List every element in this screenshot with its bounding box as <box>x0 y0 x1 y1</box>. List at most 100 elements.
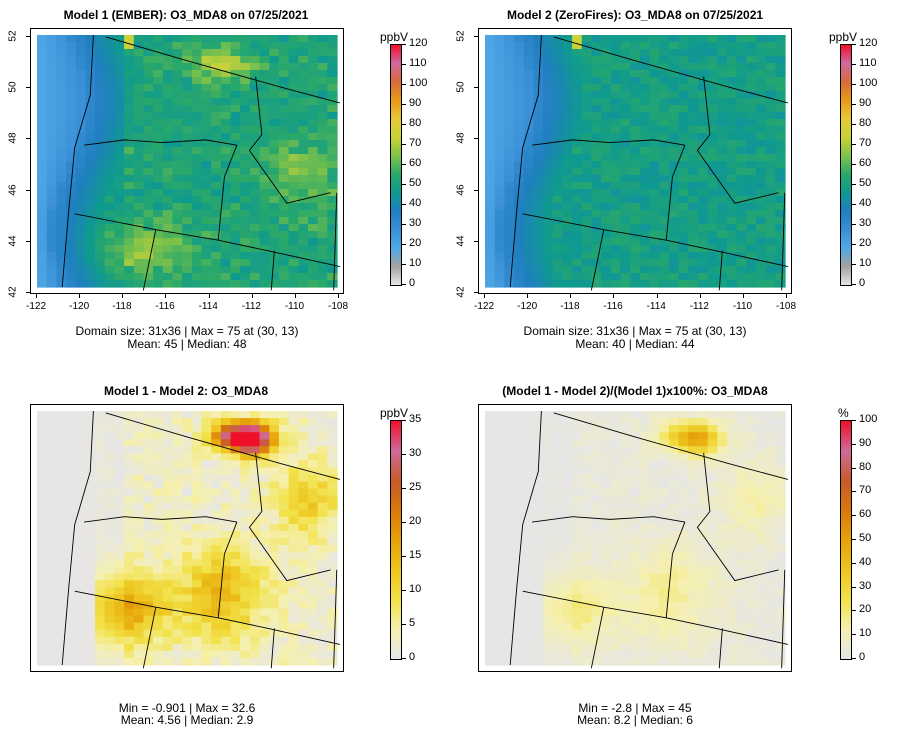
heatmap-cell <box>746 629 757 638</box>
heatmap-cell <box>678 168 689 176</box>
heatmap-cell <box>659 147 670 155</box>
heatmap-cell <box>327 252 338 260</box>
heatmap-cell <box>114 559 125 567</box>
heatmap-cell <box>543 224 554 232</box>
heatmap-cell <box>56 488 67 497</box>
heatmap-cell <box>85 161 96 169</box>
heatmap-cell <box>610 126 622 134</box>
heatmap-cell <box>620 189 631 197</box>
heatmap-cell <box>240 280 251 288</box>
heatmap-cell <box>317 175 328 183</box>
heatmap-cell <box>688 203 699 211</box>
heatmap-cell <box>259 259 270 267</box>
heatmap-cell <box>601 538 612 546</box>
heatmap-cell <box>278 643 290 652</box>
heatmap-cell <box>172 523 183 532</box>
heatmap-cell <box>543 425 554 433</box>
x-tick-label: -118 <box>112 301 132 312</box>
heatmap-cell <box>307 98 319 106</box>
heatmap-cell <box>114 566 125 574</box>
heatmap-cell <box>494 77 505 85</box>
heatmap-cell <box>269 168 280 176</box>
heatmap-cell <box>201 238 212 246</box>
heatmap-cell <box>269 189 280 197</box>
heatmap-cell <box>543 545 554 553</box>
heatmap-cell <box>240 238 251 246</box>
heatmap-cell <box>191 273 203 281</box>
heatmap-cell <box>317 63 328 71</box>
heatmap-cell <box>288 411 299 419</box>
heatmap-cell <box>620 643 631 652</box>
heatmap-cell <box>601 112 612 120</box>
heatmap-cell <box>707 495 718 504</box>
heatmap-cell <box>610 231 622 239</box>
heatmap-cell <box>610 112 622 120</box>
heatmap-cell <box>327 629 338 638</box>
x-tick-mark <box>613 294 615 298</box>
heatmap-cell <box>504 56 515 64</box>
heatmap-cell <box>543 601 554 610</box>
heatmap-cell <box>697 196 709 204</box>
heatmap-cell <box>269 70 280 78</box>
heatmap-cell <box>66 418 77 426</box>
heatmap-cell <box>572 252 583 260</box>
heatmap-cell <box>37 203 48 211</box>
heatmap-cell <box>191 266 203 274</box>
heatmap-cell <box>143 154 154 162</box>
heatmap-cell <box>114 252 125 260</box>
heatmap-cell <box>182 224 193 232</box>
heatmap-cell <box>543 608 554 617</box>
heatmap-cell <box>56 42 67 50</box>
heatmap-cell <box>191 566 203 574</box>
heatmap-cell <box>610 460 622 469</box>
heatmap-cell <box>201 622 212 631</box>
heatmap-cell <box>114 259 125 267</box>
heatmap-cell <box>562 594 573 603</box>
heatmap-cell <box>230 210 241 218</box>
heatmap-cell <box>552 210 564 218</box>
heatmap-cell <box>504 252 515 260</box>
heatmap-cell <box>630 77 641 85</box>
heatmap-cell <box>504 98 515 106</box>
heatmap-cell <box>104 545 116 553</box>
colorbar-tick-label: 30 <box>409 447 422 459</box>
heatmap-cell <box>494 587 505 596</box>
colorbar-tick-label: 60 <box>409 157 422 169</box>
heatmap-cell <box>659 608 670 617</box>
x-tick-mark <box>699 294 701 298</box>
heatmap-cell <box>191 467 203 476</box>
heatmap-cell <box>75 98 86 106</box>
heatmap-cell <box>240 245 251 253</box>
heatmap-cell <box>514 453 525 461</box>
heatmap-cell <box>485 650 496 659</box>
heatmap-cell <box>678 280 689 288</box>
heatmap-cell <box>46 425 57 433</box>
heatmap-cell <box>601 140 612 148</box>
heatmap-cell <box>46 231 57 239</box>
heatmap-cell <box>211 530 222 539</box>
heatmap-cell <box>523 224 534 232</box>
heatmap-cell <box>114 217 125 225</box>
heatmap-cell <box>114 77 125 85</box>
heatmap-cell <box>707 481 718 490</box>
heatmap-cell <box>620 460 631 469</box>
heatmap-cell <box>775 196 786 204</box>
heatmap-cell <box>523 112 534 120</box>
heatmap-cell <box>124 217 135 225</box>
heatmap-cell <box>736 168 747 176</box>
heatmap-cell <box>485 49 496 57</box>
heatmap-cell <box>697 119 709 127</box>
heatmap-cell <box>220 636 232 645</box>
heatmap-cell <box>649 615 660 624</box>
heatmap-cell <box>240 566 251 574</box>
heatmap-cell <box>717 439 728 447</box>
heatmap-cell <box>630 446 641 454</box>
heatmap-cell <box>610 566 622 574</box>
heatmap-cell <box>211 629 222 638</box>
heatmap-cell <box>37 42 48 50</box>
heatmap-cell <box>133 217 145 225</box>
heatmap-cell <box>591 203 602 211</box>
heatmap-cell <box>746 203 757 211</box>
heatmap-cell <box>736 49 747 57</box>
heatmap-cell <box>562 474 573 483</box>
